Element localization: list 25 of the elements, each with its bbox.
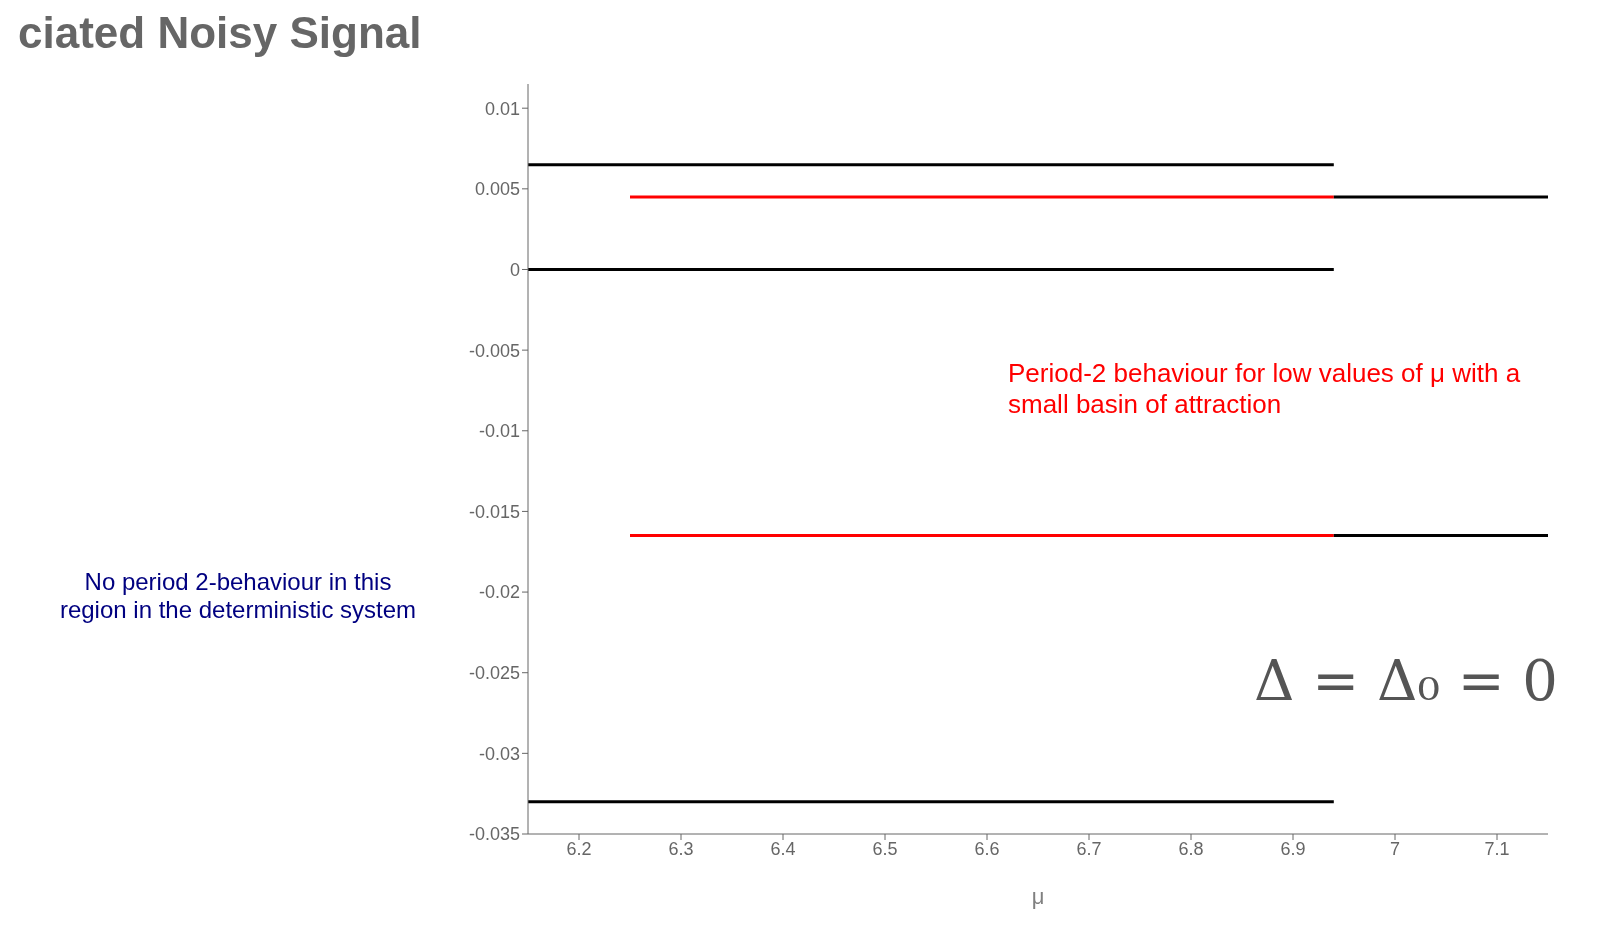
y-tick-label: 0.01 (484, 98, 520, 119)
x-tick-label: 7 (1389, 838, 1401, 859)
x-tick-label: 6.3 (668, 838, 694, 859)
text: No period 2-behaviour in this region in the deterministic system (58, 568, 418, 624)
annotation: Period-2 behaviour for low values of μ with a small basin of attraction (1008, 358, 1522, 420)
x-tick-label: 6.8 (1178, 838, 1204, 859)
y-tick-label: -0.025 (468, 663, 520, 684)
x-tick-label: 6.7 (1076, 838, 1102, 859)
x-tick-label: 6.9 (1280, 838, 1306, 859)
y-tick-label: 0 (509, 259, 520, 280)
y-tick-label: -0.035 (468, 824, 520, 845)
x-tick-label: 6.6 (974, 838, 1000, 859)
y-tick-label: -0.02 (478, 582, 520, 603)
y-tick-label: -0.005 (468, 340, 520, 361)
y-tick-label: 0.005 (474, 179, 520, 200)
y-tick-label: -0.015 (468, 501, 520, 522)
y-tick-label: -0.01 (478, 421, 520, 442)
annotation: Δ = Δ₀ = 0 (1253, 648, 1558, 713)
y-tick-label: -0.03 (478, 743, 520, 764)
x-tick-label: 6.4 (770, 838, 796, 859)
x-tick-label: 7.1 (1484, 838, 1510, 859)
x-tick-label: 6.5 (872, 838, 898, 859)
chart-title: ciated Noisy Signal (17, 8, 423, 59)
x-axis-title: μ (1031, 884, 1045, 909)
x-tick-label: 6.2 (566, 838, 592, 859)
